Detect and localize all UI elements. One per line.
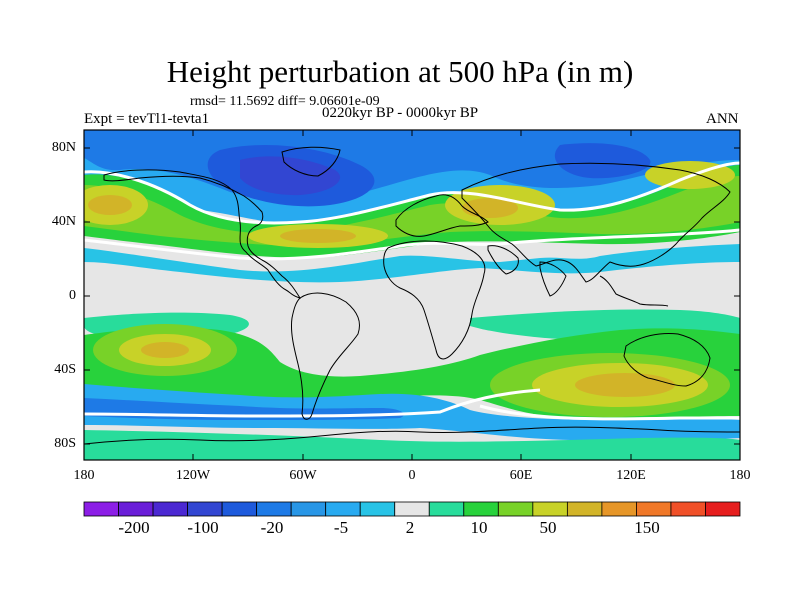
season-label: ANN — [706, 111, 739, 127]
lat-label: 0 — [69, 288, 76, 303]
field-antarctic-pos — [84, 430, 740, 460]
lon-label: 180 — [729, 468, 751, 483]
coast-africa — [383, 240, 486, 360]
field-pacific-low — [554, 143, 651, 179]
colorbar-swatch — [566, 501, 603, 517]
colorbar-label: 150 — [634, 518, 660, 537]
colorbar-label: 50 — [539, 518, 557, 537]
field-nh-max-1-core — [88, 195, 132, 215]
lat-label: 40N — [51, 214, 76, 229]
map-field — [84, 130, 740, 460]
colorbar-label: 2 — [405, 518, 415, 537]
colorbar-swatch — [290, 501, 327, 517]
field-sh-max-2-core — [575, 373, 675, 397]
field-atlantic-low-core — [240, 156, 341, 196]
coast-south-america — [291, 292, 360, 420]
colorbar-swatch — [497, 501, 534, 517]
coast-europe — [395, 194, 489, 237]
period-text: 0220kyr BP - 0000kyr BP — [322, 105, 479, 121]
colorbar — [83, 501, 741, 517]
colorbar-swatch — [325, 501, 361, 517]
coast-arabia — [487, 245, 519, 275]
colorbar-swatch — [394, 501, 430, 517]
field-nh-max-2-core — [280, 229, 356, 243]
colorbar-swatch — [463, 501, 499, 517]
coast-se-asia — [599, 275, 669, 307]
stats-text: rmsd= 11.5692 diff= 9.06601e-09 — [190, 94, 380, 109]
field-subtropic-neg — [84, 244, 740, 283]
lat-label: 80S — [54, 436, 76, 451]
colorbar-swatch — [187, 501, 223, 517]
colorbar-swatch — [428, 501, 465, 517]
lon-label: 60W — [289, 468, 317, 483]
coast-asia — [461, 162, 731, 283]
colorbar-swatch — [359, 501, 396, 517]
coast-north-america — [103, 169, 302, 299]
coast-australia — [623, 333, 711, 387]
coast-antarctica — [84, 426, 740, 445]
colorbar-swatch — [670, 501, 706, 517]
coast-greenland — [281, 146, 341, 177]
lon-label: 60E — [509, 468, 533, 483]
experiment-label: Expt = tevTl1-tevta1 — [84, 111, 210, 127]
colorbar-swatch — [83, 501, 119, 517]
coastlines — [84, 146, 740, 445]
colorbar-label: 10 — [470, 518, 488, 537]
zero-contours — [84, 161, 740, 421]
colorbar-swatch — [221, 501, 258, 517]
field-nh-positive-2 — [84, 176, 740, 246]
lon-label: 180 — [73, 468, 95, 483]
map-ticks — [83, 130, 741, 460]
colorbar-label: -200 — [118, 518, 150, 537]
lon-label: 120E — [616, 468, 646, 483]
lon-label: 0 — [408, 468, 416, 483]
colorbar-label: -5 — [333, 518, 349, 537]
lat-label: 80N — [51, 140, 76, 155]
field-sh-max-1-core — [141, 342, 189, 358]
colorbar-swatch — [636, 501, 672, 517]
colorbar-swatch — [118, 501, 154, 517]
field-sh-negative — [84, 384, 740, 440]
colorbar-swatch — [152, 501, 188, 517]
colorbar-swatch — [705, 501, 741, 517]
colorbar-swatch — [532, 501, 568, 517]
lat-label: 40S — [54, 362, 76, 377]
colorbar-label: -100 — [187, 518, 219, 537]
colorbar-label: -20 — [260, 518, 284, 537]
colorbar-swatch — [256, 501, 292, 517]
lon-label: 120W — [175, 468, 211, 483]
chart-title: Height perturbation at 500 hPa (in m) — [166, 54, 634, 89]
coast-india — [539, 261, 567, 297]
colorbar-swatch — [601, 501, 637, 517]
